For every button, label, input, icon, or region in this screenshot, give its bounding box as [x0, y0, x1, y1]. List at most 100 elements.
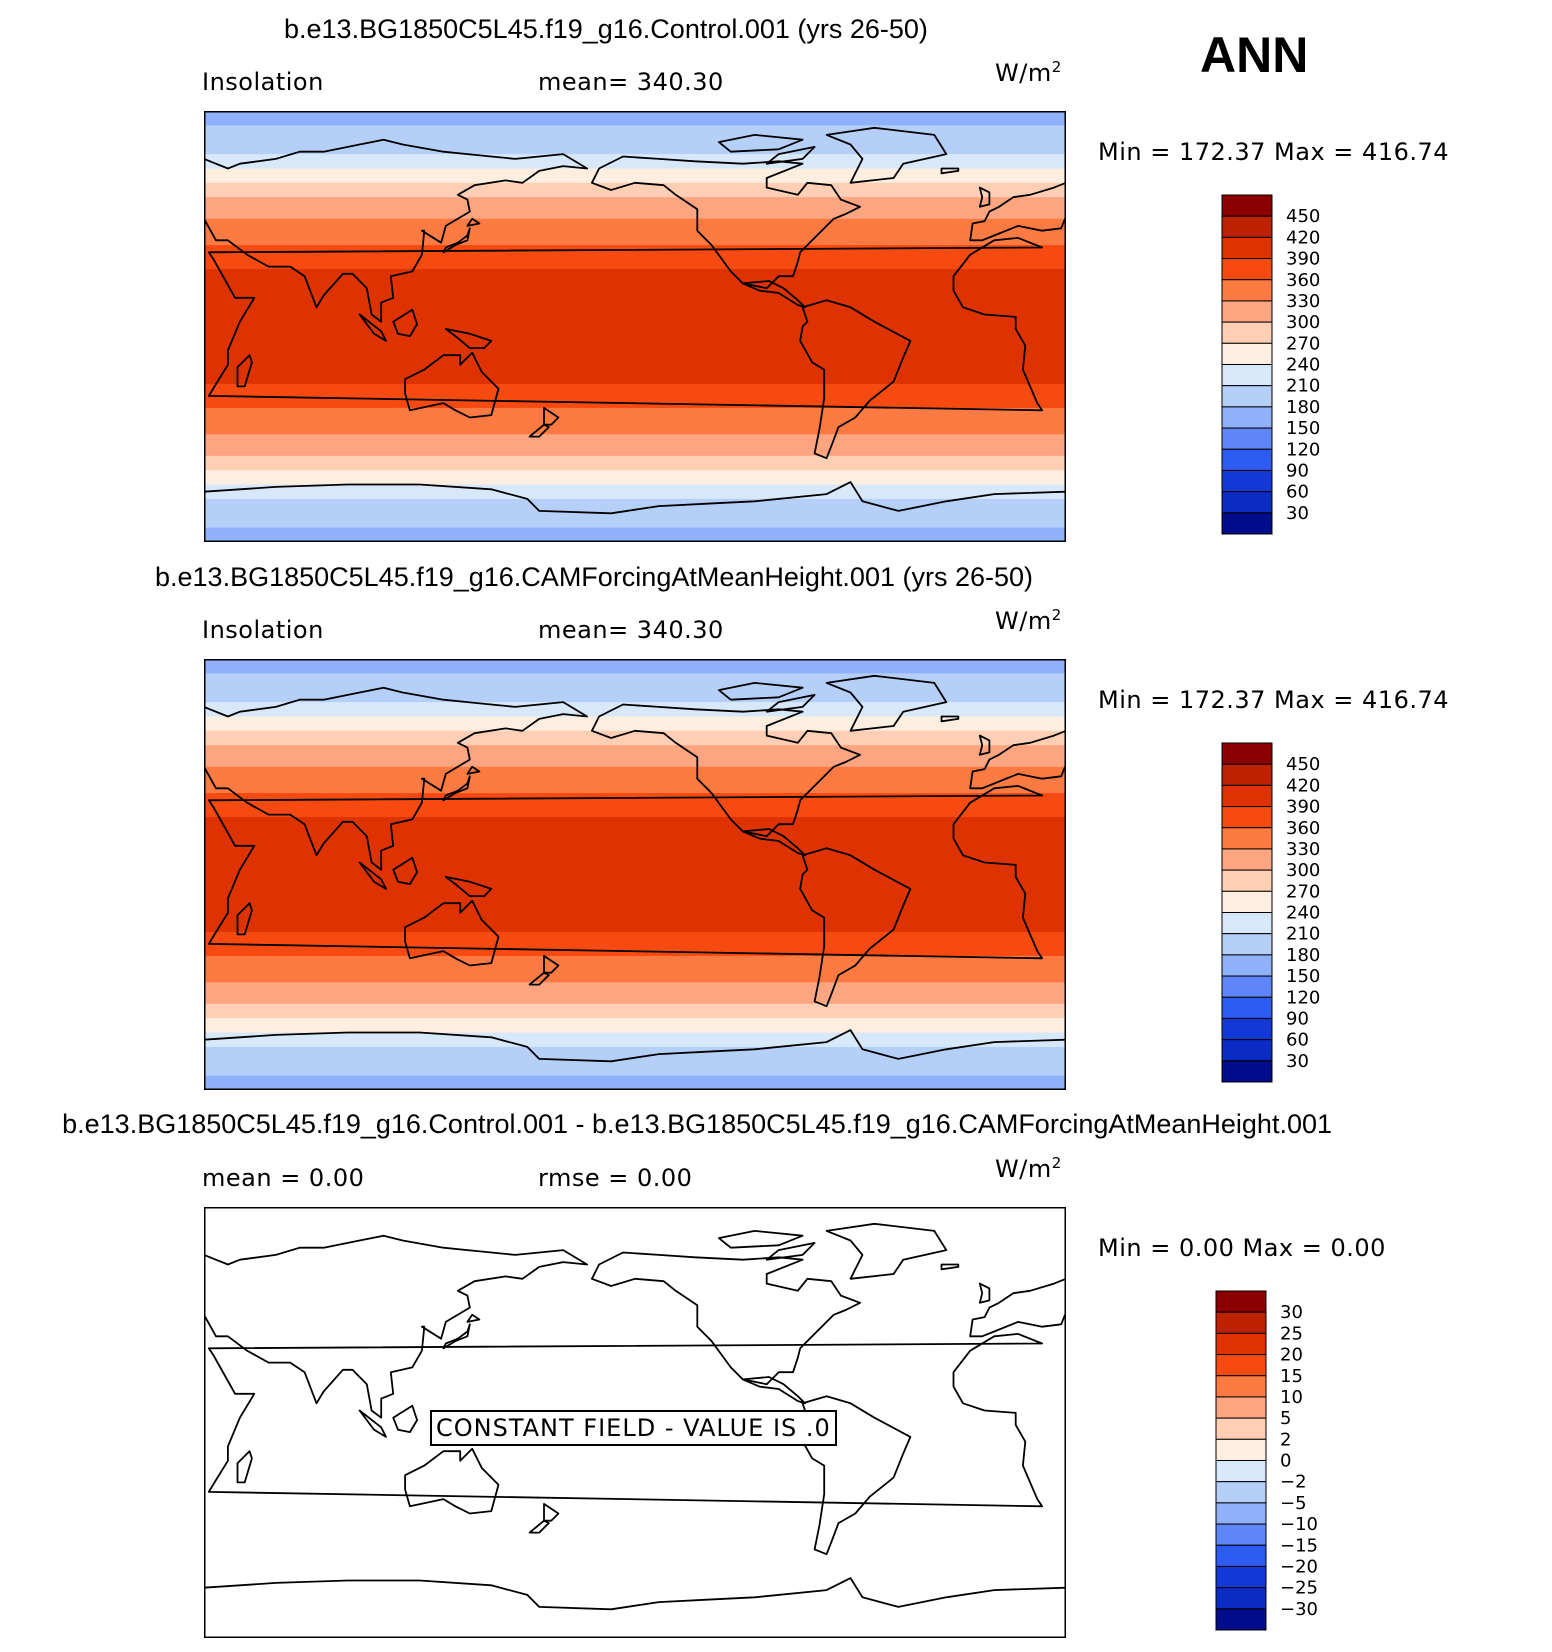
coastline-9 [444, 875, 493, 898]
colorbar-box-13 [1215, 1565, 1267, 1589]
coastline-18 [969, 729, 1066, 790]
coastline-3 [466, 217, 481, 227]
colorbar-tick-label: 270 [1286, 333, 1320, 354]
lat-band-11 [204, 982, 1066, 1005]
colorbar-tick-label: 2 [1280, 1429, 1291, 1450]
colorbar-box-4 [1215, 1375, 1267, 1398]
colorbar-box-7 [1215, 1438, 1267, 1461]
coastline-1 [204, 686, 589, 871]
colorbar-box-1 [1221, 215, 1273, 238]
coastline-10 [236, 354, 253, 388]
colorbar-box-12 [1215, 1544, 1267, 1567]
coastline-15 [717, 681, 804, 701]
lat-band-0 [204, 659, 1066, 674]
colorbar-box-5 [1221, 300, 1273, 323]
colorbar-box-11 [1215, 1523, 1267, 1546]
coastline-16 [765, 694, 816, 713]
map-frame [204, 659, 1066, 1090]
colorbar-box-13 [1221, 1017, 1273, 1041]
coastline-15 [717, 133, 804, 153]
lat-band-2 [204, 702, 1066, 718]
colorbar-box-15 [1221, 512, 1273, 535]
panel-3-title: b.e13.BG1850C5L45.f19_g16.Control.001 - … [62, 1109, 1332, 1139]
colorbar-box-13 [1221, 469, 1273, 493]
colorbar-box-11 [1221, 427, 1273, 450]
colorbar-box-8 [1215, 1460, 1267, 1483]
colorbar-tick-label: 15 [1280, 1366, 1303, 1387]
coastline-18 [969, 1277, 1066, 1338]
lat-band-5 [204, 745, 1066, 768]
coastline-16 [765, 146, 816, 165]
colorbar-tick-label: 30 [1286, 1051, 1309, 1072]
coastline-11 [590, 703, 861, 838]
coastline-11 [590, 155, 861, 290]
panel-2-map [204, 659, 1066, 1090]
coastline-7 [392, 856, 419, 886]
colorbar-box-7 [1221, 890, 1273, 913]
coastline-9 [444, 327, 493, 350]
coastline-6 [528, 971, 550, 986]
lat-band-16 [204, 527, 1066, 542]
colorbar-tick-label: 5 [1280, 1408, 1291, 1429]
colorbar-box-0 [1215, 1290, 1267, 1313]
colorbar-tick-label: −25 [1280, 1578, 1318, 1599]
coastline-19 [978, 186, 991, 208]
coastline-0 [207, 1333, 1043, 1508]
coastline-4 [404, 351, 500, 419]
colorbar-box-6 [1221, 321, 1273, 344]
coastline-20 [204, 481, 1066, 515]
coastline-13 [799, 299, 912, 460]
panel-1-units: W/m2 [995, 58, 1062, 87]
panel-1-minmax: Min = 172.37 Max = 416.74 [1098, 138, 1450, 166]
colorbar-tick-label: 450 [1286, 754, 1320, 775]
panel-2-title: b.e13.BG1850C5L45.f19_g16.CAMForcingAtMe… [155, 562, 1034, 592]
colorbar-box-8 [1221, 364, 1273, 387]
lat-band-12 [204, 455, 1066, 471]
colorbar-box-5 [1215, 1396, 1267, 1419]
coastline-16 [765, 1242, 816, 1261]
colorbar-tick-label: 330 [1286, 839, 1320, 860]
coastline-4 [404, 1447, 500, 1515]
panel-2-minmax: Min = 172.37 Max = 416.74 [1098, 686, 1450, 714]
coastline-17 [940, 715, 960, 723]
colorbar-box-12 [1221, 448, 1273, 471]
coastline-1 [204, 1234, 589, 1419]
lat-band-14 [204, 484, 1066, 500]
colorbar-tick-label: 90 [1286, 460, 1309, 481]
coastline-6 [528, 423, 550, 438]
coastline-2 [442, 1323, 471, 1350]
panel-3-map [204, 1207, 1066, 1638]
lat-band-13 [204, 470, 1066, 486]
lat-band-8 [204, 817, 1066, 933]
lat-band-8 [204, 269, 1066, 385]
coastline-5 [543, 954, 560, 974]
panel-2-variable-label: Insolation [202, 616, 324, 644]
coastline-10 [236, 1450, 253, 1484]
map-frame [204, 1207, 1066, 1638]
coastline-11 [590, 1251, 861, 1386]
lat-band-14 [204, 1032, 1066, 1048]
coastline-14 [825, 1222, 948, 1280]
lat-band-11 [204, 434, 1066, 457]
colorbar-tick-label: 420 [1286, 775, 1320, 796]
coastline-19 [978, 734, 991, 756]
colorbar-tick-label: 150 [1286, 966, 1320, 987]
coastline-0 [207, 237, 1043, 412]
coastline-4 [404, 899, 500, 967]
colorbar-tick-label: 20 [1280, 1345, 1303, 1366]
panel-1-map [204, 111, 1066, 542]
lat-band-5 [204, 197, 1066, 220]
lat-band-12 [204, 1003, 1066, 1019]
panel-2-colorbar: 4504203903603303002702402101801501209060… [1221, 742, 1320, 1083]
coastline-6 [528, 1519, 550, 1534]
lat-band-3 [204, 168, 1066, 184]
lat-band-0 [204, 111, 1066, 126]
colorbar-box-14 [1221, 1039, 1273, 1062]
coastline-15 [717, 1229, 804, 1249]
colorbar-box-5 [1221, 848, 1273, 871]
lat-band-15 [204, 1046, 1066, 1077]
panel-1-variable-label: Insolation [202, 68, 324, 96]
colorbar-tick-label: 360 [1286, 270, 1320, 291]
panel-3-minmax: Min = 0.00 Max = 0.00 [1098, 1234, 1386, 1262]
